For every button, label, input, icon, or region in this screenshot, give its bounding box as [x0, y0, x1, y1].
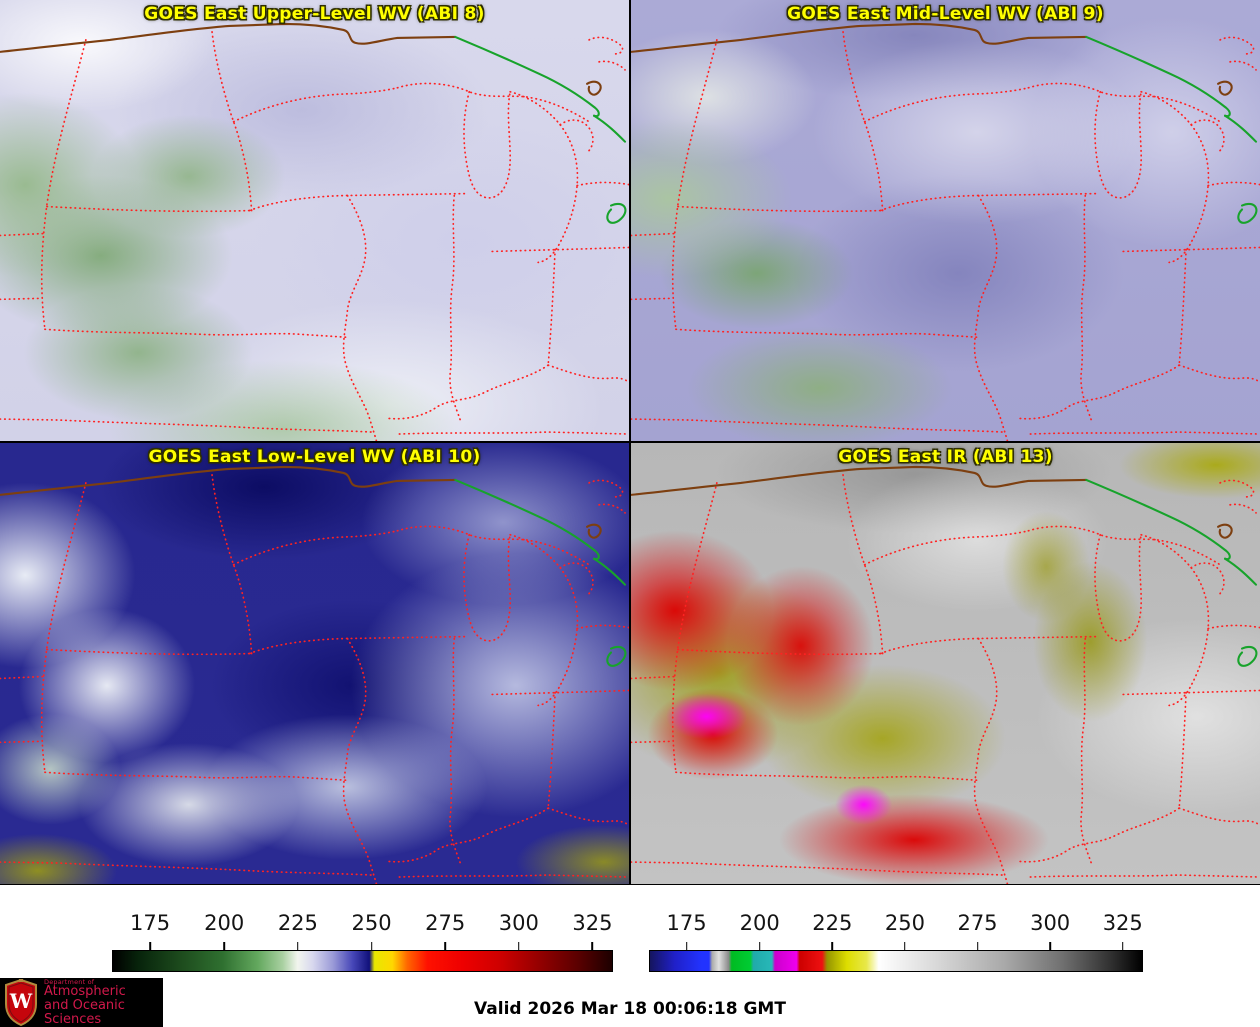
- map-boundaries-overlay: [631, 465, 1260, 884]
- svg-text:W: W: [9, 989, 33, 1013]
- ir-colorbar-tick-labels: 175 200 225 250 275 300 325: [649, 911, 1143, 939]
- colorbar-legend-row: 175 200 225 250 275 300 325 175 200 225 250 275 300…: [0, 885, 1260, 976]
- panel-title-abi10: GOES East Low-Level WV (ABI 10): [148, 447, 481, 467]
- logo-department-line: Department of: [44, 977, 95, 986]
- tick-mark: [223, 942, 226, 950]
- satellite-image-abi9: [631, 0, 1260, 441]
- logo-name-line2: and Oceanic Sciences: [44, 998, 125, 1027]
- tick-label: 300: [1030, 911, 1071, 935]
- tick-label: 300: [498, 911, 539, 935]
- satellite-image-abi13: [631, 443, 1260, 884]
- logo-text: Department of Atmospheric and Oceanic Sc…: [44, 977, 163, 1027]
- satellite-image-abi10: [0, 443, 629, 884]
- ir-colorbar: 175 200 225 250 275 300 325: [649, 885, 1143, 976]
- tick-mark: [370, 942, 373, 950]
- wv-colorbar: 175 200 225 250 275 300 325: [112, 885, 613, 976]
- panel-title-abi8: GOES East Upper-Level WV (ABI 8): [144, 4, 485, 24]
- map-boundaries-overlay: [631, 22, 1260, 441]
- tick-label: 275: [425, 911, 466, 935]
- tick-label: 225: [277, 911, 318, 935]
- satellite-panel-grid: GOES East Upper-Level WV (ABI 8) GOES Ea…: [0, 0, 1260, 885]
- tick-label: 275: [957, 911, 998, 935]
- tick-mark: [297, 942, 299, 950]
- tick-mark: [518, 942, 520, 950]
- tick-label: 325: [572, 911, 613, 935]
- tick-label: 175: [666, 911, 707, 935]
- map-boundaries-overlay: [0, 465, 629, 884]
- tick-mark: [149, 942, 151, 950]
- tick-mark: [591, 942, 594, 950]
- wv-colorbar-tick-labels: 175 200 225 250 275 300 325: [112, 911, 613, 939]
- tick-mark: [831, 942, 834, 950]
- tick-label: 225: [812, 911, 853, 935]
- valid-timestamp: Valid 2026 Mar 18 00:06:18 GMT: [474, 999, 786, 1019]
- panel-mid-level-wv: GOES East Mid-Level WV (ABI 9): [631, 0, 1260, 441]
- tick-mark: [1049, 942, 1051, 950]
- tick-label: 325: [1102, 911, 1143, 935]
- tick-mark: [1121, 942, 1124, 950]
- tick-mark: [904, 942, 906, 950]
- tick-label: 250: [351, 911, 392, 935]
- wv-colorbar-gradient: [112, 950, 613, 972]
- tick-mark: [758, 942, 761, 950]
- uw-crest-icon: W: [5, 979, 37, 1026]
- tick-label: 175: [130, 911, 171, 935]
- panel-title-abi9: GOES East Mid-Level WV (ABI 9): [787, 4, 1104, 24]
- tick-mark: [444, 942, 446, 950]
- tick-mark: [685, 942, 688, 950]
- ir-colorbar-tick-marks: [649, 942, 1143, 950]
- wv-colorbar-tick-marks: [112, 942, 613, 950]
- tick-label: 250: [884, 911, 925, 935]
- logo-name-line1: Atmospheric: [44, 984, 126, 1000]
- ir-colorbar-gradient: [649, 950, 1143, 972]
- uw-aos-logo: W Department of Atmospheric and Oceanic …: [0, 978, 163, 1027]
- panel-ir: GOES East IR (ABI 13): [631, 443, 1260, 884]
- tick-mark: [976, 942, 979, 950]
- panel-low-level-wv: GOES East Low-Level WV (ABI 10): [0, 443, 629, 884]
- panel-title-abi13: GOES East IR (ABI 13): [838, 447, 1053, 467]
- map-boundaries-overlay: [0, 22, 629, 441]
- tick-label: 200: [204, 911, 245, 935]
- tick-label: 200: [739, 911, 780, 935]
- footer: W Department of Atmospheric and Oceanic …: [0, 976, 1260, 1027]
- satellite-image-abi8: [0, 0, 629, 441]
- panel-upper-level-wv: GOES East Upper-Level WV (ABI 8): [0, 0, 629, 441]
